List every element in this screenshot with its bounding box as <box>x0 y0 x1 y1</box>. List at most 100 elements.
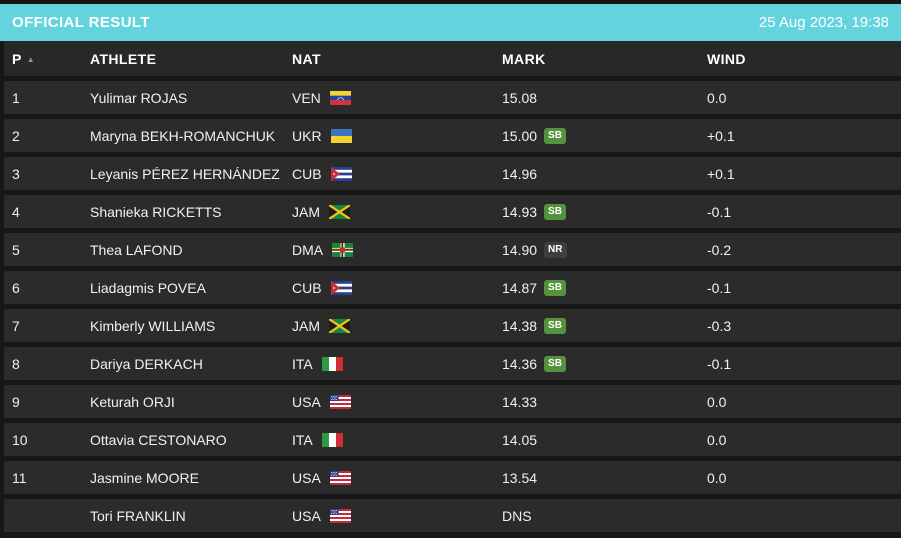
flag-ven-icon <box>329 90 351 105</box>
athlete-name[interactable]: Shanieka RICKETTS <box>90 203 222 220</box>
mark-cell: 13.54 <box>502 470 707 486</box>
record-badge: SB <box>544 355 566 372</box>
position-cell: 3 <box>12 165 20 182</box>
wind-cell: 0.0 <box>707 393 727 410</box>
athlete-name[interactable]: Tori FRANKLIN <box>90 507 186 524</box>
page-title: OFFICIAL RESULT <box>12 14 150 31</box>
mark-cell: 15.08 <box>502 90 707 106</box>
position-cell: 9 <box>12 393 20 410</box>
flag-cub-icon <box>330 166 352 181</box>
wind-cell: -0.1 <box>707 355 732 372</box>
column-header-position[interactable]: P ▲ <box>12 51 90 67</box>
wind-cell: -0.1 <box>707 203 732 220</box>
flag-dma-icon <box>332 242 354 257</box>
column-header-wind[interactable]: WIND <box>707 50 746 67</box>
athlete-name[interactable]: Keturah ORJI <box>90 393 175 410</box>
country-code: ITA <box>292 355 313 372</box>
nationality-cell: ITA <box>292 356 502 372</box>
athlete-name[interactable]: Jasmine MOORE <box>90 469 199 486</box>
column-header-nationality[interactable]: NAT <box>292 50 321 67</box>
results-table-body: 1 Yulimar ROJAS VEN 15.08 0.0 2 Maryna B… <box>0 81 901 537</box>
country-code: ITA <box>292 431 313 448</box>
mark-cell: 14.36 SB <box>502 355 707 372</box>
mark-cell: 14.90 NR <box>502 241 707 258</box>
mark-cell: 14.96 <box>502 166 707 182</box>
athlete-name[interactable]: Liadagmis POVEA <box>90 279 206 296</box>
table-row[interactable]: Tori FRANKLIN USA DNS <box>0 499 901 537</box>
table-row[interactable]: 4 Shanieka RICKETTS JAM 14.93 SB -0.1 <box>0 195 901 233</box>
record-badge: SB <box>544 203 566 220</box>
wind-cell: -0.1 <box>707 279 732 296</box>
wind-cell: +0.1 <box>707 165 735 182</box>
athlete-name[interactable]: Thea LAFOND <box>90 241 183 258</box>
athlete-name[interactable]: Maryna BEKH-ROMANCHUK <box>90 127 276 144</box>
nationality-cell: ITA <box>292 432 502 448</box>
flag-jam-icon <box>329 318 350 333</box>
flag-jam-icon <box>329 204 350 219</box>
mark-cell: 14.38 SB <box>502 317 707 334</box>
mark-cell: 14.93 SB <box>502 203 707 220</box>
country-code: JAM <box>292 203 320 220</box>
record-badge: NR <box>544 241 567 258</box>
column-header-position-label: P <box>12 50 22 67</box>
position-cell: 4 <box>12 203 20 220</box>
nationality-cell: USA <box>292 470 502 486</box>
mark-value: 13.54 <box>502 469 538 486</box>
position-cell: 8 <box>12 355 20 372</box>
flag-ita-icon <box>321 432 343 447</box>
nationality-cell: JAM <box>292 204 502 220</box>
athlete-name[interactable]: Leyanis PÉREZ HERNÁNDEZ <box>90 165 280 182</box>
mark-value: 14.38 <box>502 317 538 334</box>
nationality-cell: UKR <box>292 128 502 144</box>
nationality-cell: CUB <box>292 280 502 296</box>
table-row[interactable]: 1 Yulimar ROJAS VEN 15.08 0.0 <box>0 81 901 119</box>
country-code: VEN <box>292 89 321 106</box>
column-header-mark[interactable]: MARK <box>502 50 546 67</box>
flag-usa-icon <box>329 508 351 523</box>
table-row[interactable]: 3 Leyanis PÉREZ HERNÁNDEZ CUB 14.96 +0.1 <box>0 157 901 195</box>
mark-cell: 14.87 SB <box>502 279 707 296</box>
position-cell: 7 <box>12 317 20 334</box>
table-row[interactable]: 2 Maryna BEKH-ROMANCHUK UKR 15.00 SB +0.… <box>0 119 901 157</box>
sort-asc-icon: ▲ <box>26 54 36 64</box>
country-code: USA <box>292 469 321 486</box>
position-cell: 2 <box>12 127 20 144</box>
column-header-athlete[interactable]: ATHLETE <box>90 50 157 67</box>
table-row[interactable]: 7 Kimberly WILLIAMS JAM 14.38 SB -0.3 <box>0 309 901 347</box>
table-row[interactable]: 9 Keturah ORJI USA 14.33 0.0 <box>0 385 901 423</box>
country-code: UKR <box>292 127 322 144</box>
table-row[interactable]: 10 Ottavia CESTONARO ITA 14.05 0.0 <box>0 423 901 461</box>
nationality-cell: USA <box>292 508 502 524</box>
athlete-name[interactable]: Ottavia CESTONARO <box>90 431 227 448</box>
wind-cell: 0.0 <box>707 89 727 106</box>
table-row[interactable]: 11 Jasmine MOORE USA 13.54 0.0 <box>0 461 901 499</box>
country-code: JAM <box>292 317 320 334</box>
nationality-cell: VEN <box>292 90 502 106</box>
mark-value: 14.05 <box>502 431 538 448</box>
athlete-name[interactable]: Kimberly WILLIAMS <box>90 317 216 334</box>
table-row[interactable]: 5 Thea LAFOND DMA 14.90 NR -0.2 <box>0 233 901 271</box>
mark-value: 14.96 <box>502 165 538 182</box>
position-cell: 5 <box>12 241 20 258</box>
athlete-name[interactable]: Dariya DERKACH <box>90 355 203 372</box>
table-row[interactable]: 6 Liadagmis POVEA CUB 14.87 SB -0.1 <box>0 271 901 309</box>
position-cell: 11 <box>12 469 27 486</box>
mark-value: 15.00 <box>502 127 538 144</box>
position-cell: 1 <box>12 89 20 106</box>
country-code: USA <box>292 393 321 410</box>
flag-usa-icon <box>329 470 351 485</box>
country-code: CUB <box>292 279 322 296</box>
mark-value: 14.93 <box>502 203 538 220</box>
nationality-cell: DMA <box>292 242 502 258</box>
country-code: CUB <box>292 165 322 182</box>
mark-cell: 14.05 <box>502 432 707 448</box>
athlete-name[interactable]: Yulimar ROJAS <box>90 89 188 106</box>
mark-cell: 15.00 SB <box>502 127 707 144</box>
table-row[interactable]: 8 Dariya DERKACH ITA 14.36 SB -0.1 <box>0 347 901 385</box>
position-cell: 6 <box>12 279 20 296</box>
record-badge: SB <box>544 127 566 144</box>
top-strip <box>0 0 901 4</box>
nationality-cell: JAM <box>292 318 502 334</box>
flag-ukr-icon <box>330 128 352 143</box>
mark-value: 15.08 <box>502 89 538 106</box>
